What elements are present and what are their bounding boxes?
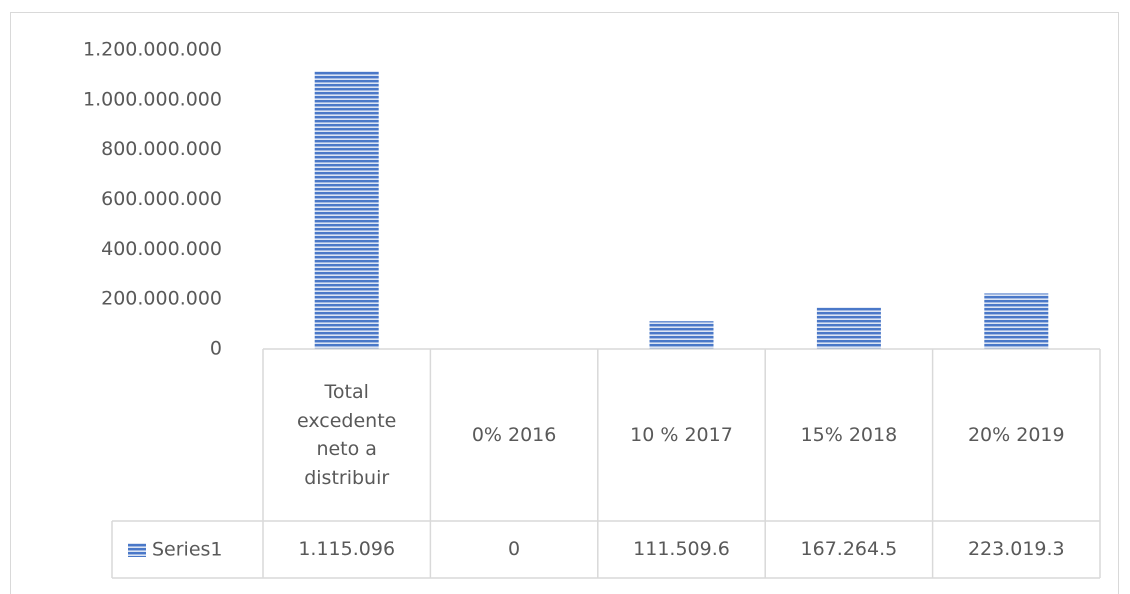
y-tick-label: 400.000.000 — [101, 238, 222, 260]
data-label: 111.509.6 — [633, 538, 730, 561]
category-label: 20% 2019 — [967, 423, 1065, 446]
category-label-box: 20% 2019 — [967, 423, 1065, 446]
y-tick-label: 800.000.000 — [101, 138, 222, 160]
y-tick-label: 200.000.000 — [101, 288, 222, 310]
category-label-box: 10 % 2017 — [630, 423, 733, 446]
bar — [314, 71, 379, 349]
chart-frame — [10, 12, 1119, 594]
category-label: 15% 2018 — [800, 423, 898, 446]
data-label: 167.264.5 — [800, 538, 898, 561]
y-tick-label: 0 — [210, 338, 222, 360]
legend-label: Series1 — [152, 539, 223, 561]
data-label-box: 1.115.096 — [298, 538, 396, 561]
data-label-box: 223.019.3 — [967, 538, 1065, 561]
data-label-box: 0 — [508, 538, 521, 561]
data-label: 1.115.096 — [298, 538, 396, 561]
bar — [984, 293, 1049, 349]
y-tick-label: 600.000.000 — [101, 188, 222, 210]
y-tick-label: 1.000.000.000 — [83, 88, 222, 110]
category-label: Total excedente neto a distribuir — [297, 381, 397, 489]
category-label-box: 15% 2018 — [800, 423, 898, 446]
category-label-box: 0% 2016 — [471, 423, 557, 446]
category-label-box: Total excedente neto a distribuir — [297, 381, 397, 489]
bar — [816, 307, 881, 349]
bar — [649, 321, 714, 349]
data-label-box: 167.264.5 — [800, 538, 898, 561]
y-tick-label: 1.200.000.000 — [83, 39, 222, 61]
data-label: 0 — [508, 538, 521, 561]
data-label-box: 111.509.6 — [633, 538, 730, 561]
category-label: 0% 2016 — [471, 423, 557, 446]
category-label: 10 % 2017 — [630, 423, 733, 446]
legend-swatch — [128, 543, 146, 557]
data-label: 223.019.3 — [967, 538, 1065, 561]
